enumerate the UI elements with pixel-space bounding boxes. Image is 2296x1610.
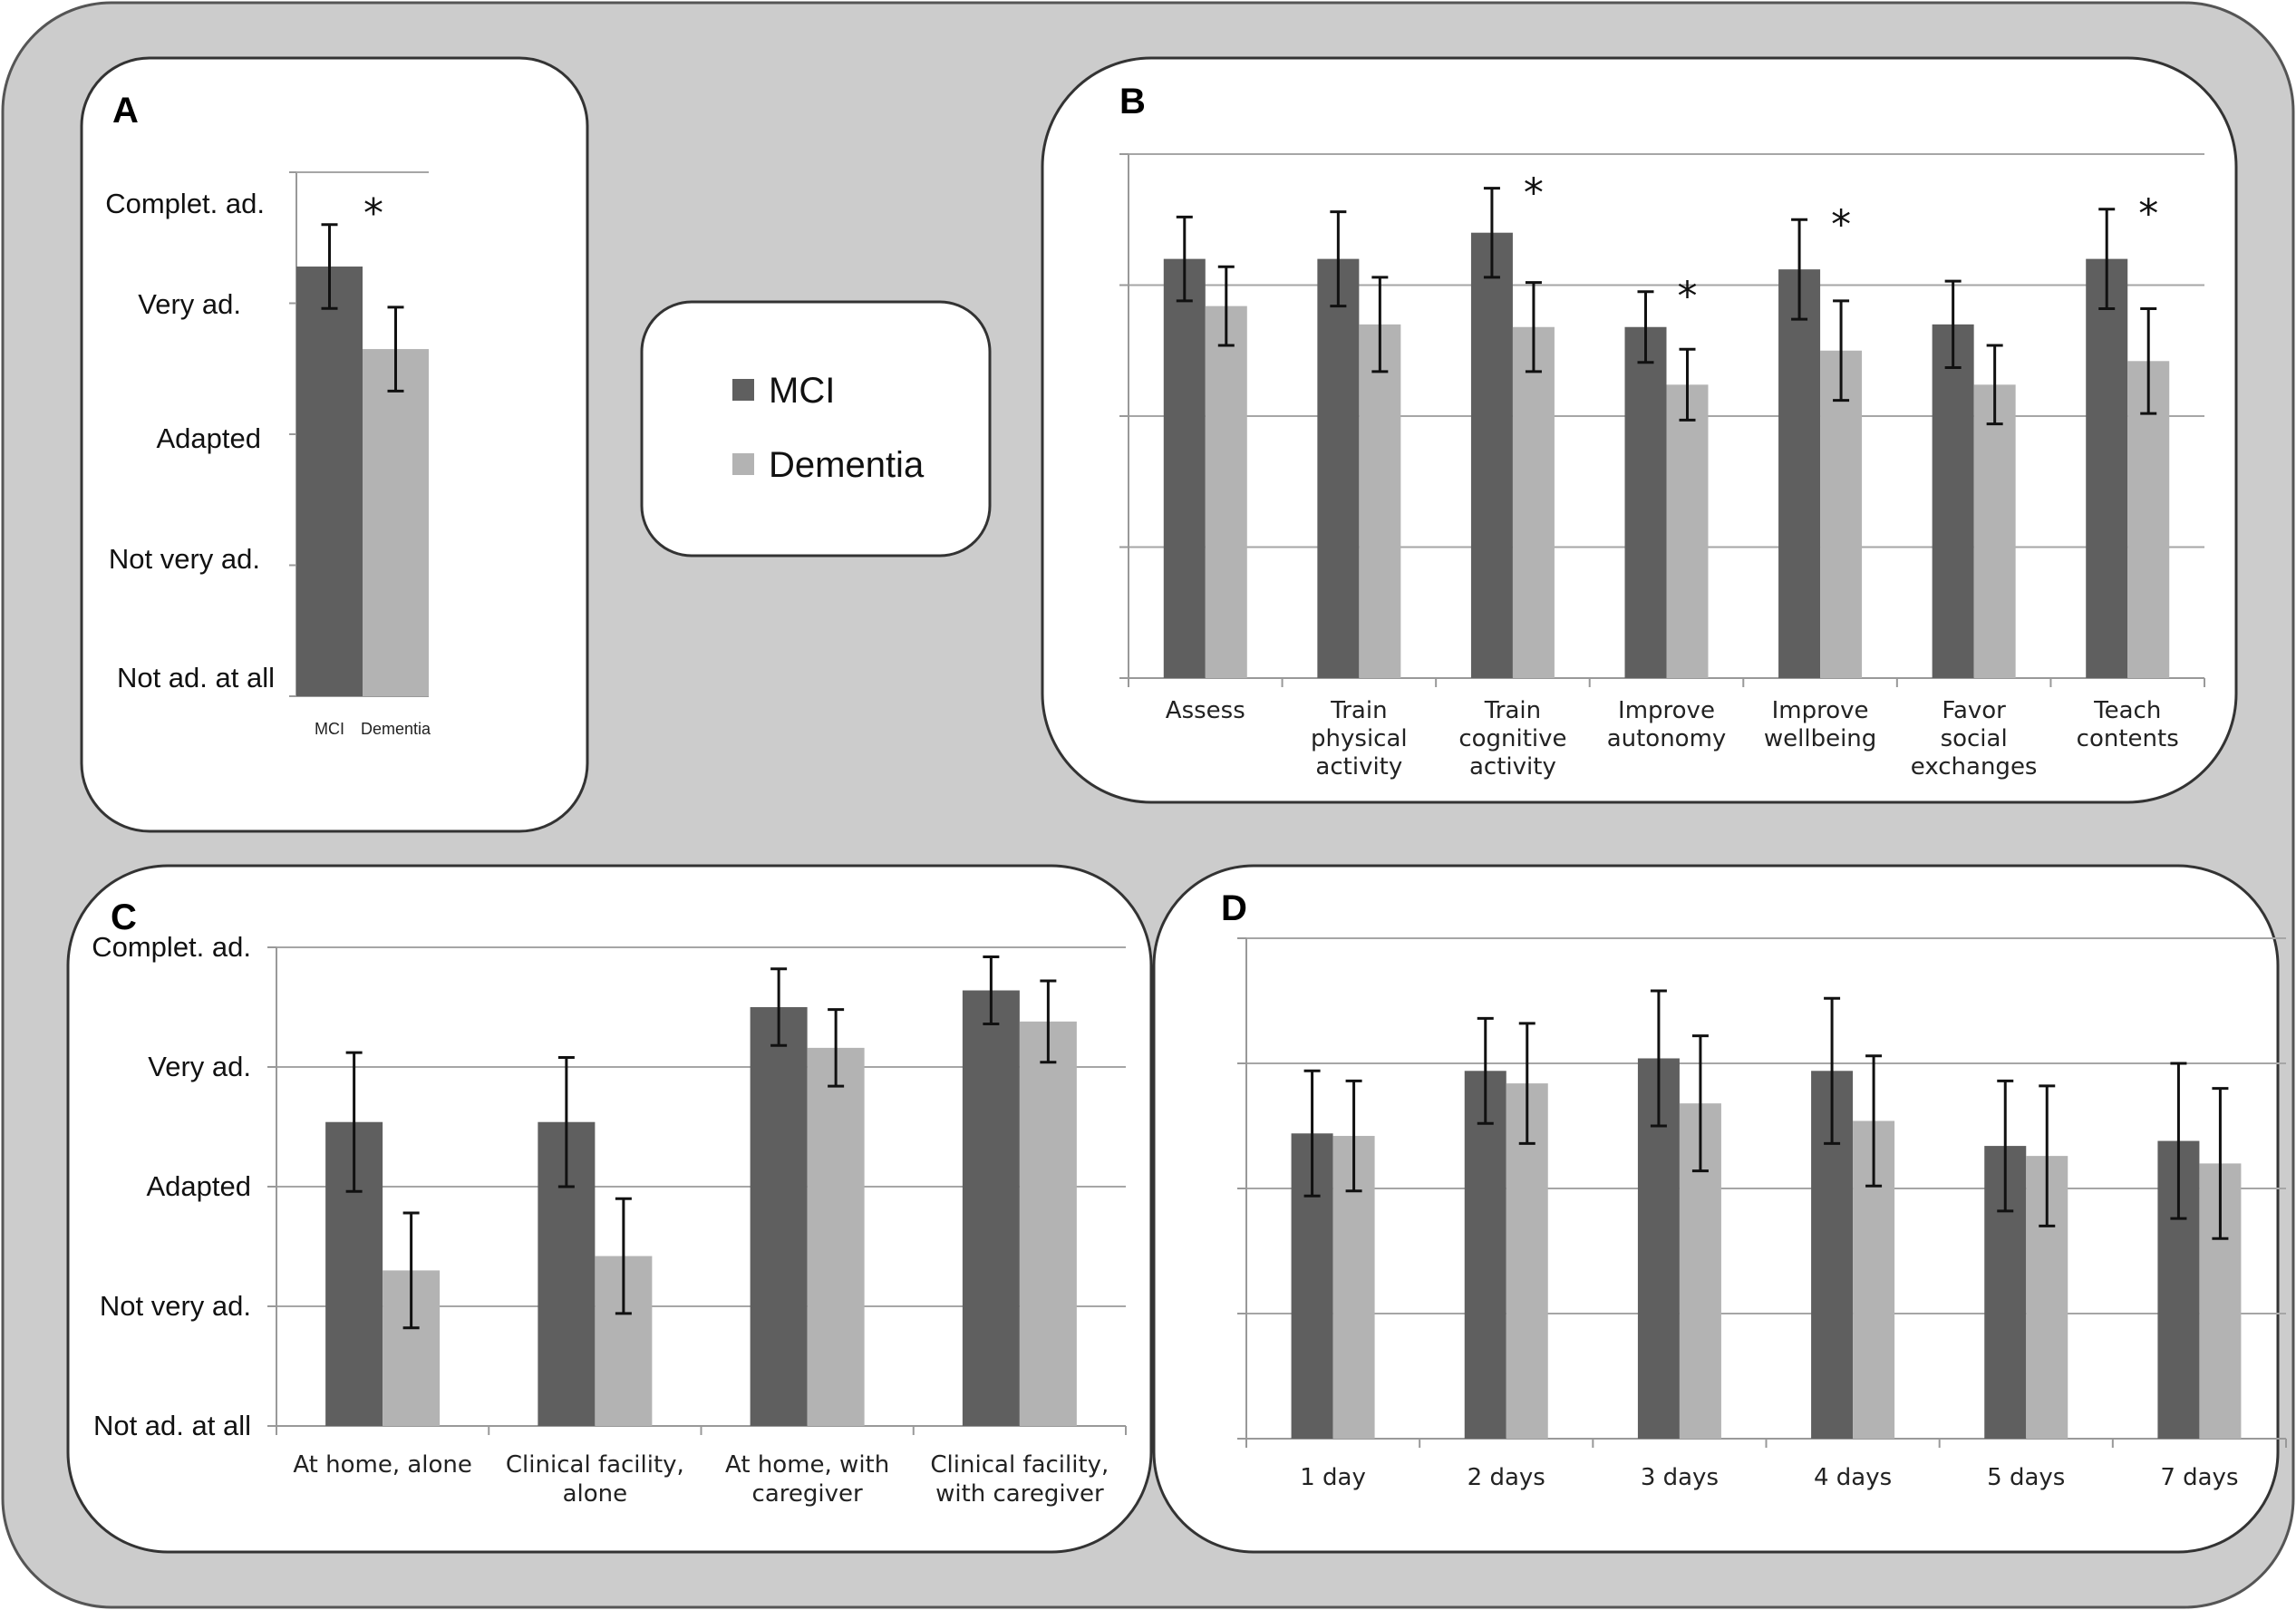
panel-c-plot: Not ad. at all Not very ad. Adapted Very ad… [92, 931, 1127, 1508]
significance-star: * [1831, 201, 1851, 247]
bar-mci-1 [1317, 258, 1360, 678]
bar-mci [296, 267, 363, 696]
x-tick-label: At home, alone [293, 1451, 472, 1479]
significance-star: * [363, 190, 383, 237]
panel-d-letter: D [1221, 888, 1247, 928]
significance-star: * [2138, 191, 2158, 238]
panel-b-plot: Assess Train physical activity * Train cogniti… [1119, 153, 2205, 781]
bar-mci-4 [1778, 269, 1821, 678]
legend-frame [640, 300, 992, 558]
bar-dementia-5 [1973, 384, 2016, 678]
x-tick-label: 2 days [1468, 1464, 1545, 1491]
bar-mci-1 [1464, 1071, 1506, 1439]
x-tick-label: 1 day [1300, 1464, 1366, 1491]
x-tick-label: Clinical facility, alone [506, 1451, 684, 1508]
panel-a-letter: A [112, 91, 139, 131]
x-tick-label: Teach contents [2077, 697, 2179, 752]
y-tick-label: Not ad. at all [93, 1410, 251, 1441]
panel-d: D 1 day 2 days 3 days 4 days 5 days 7 days [1152, 864, 2287, 1554]
panel-b: B Assess Train physical activity * Train cogni… [1041, 56, 2238, 804]
x-tick-label: 7 days [2160, 1464, 2238, 1491]
y-tick-label: Very ad. [148, 1051, 251, 1082]
significance-star: * [1678, 274, 1698, 320]
y-tick-label: Adapted [147, 1170, 252, 1202]
x-tick-label: 5 days [1987, 1464, 2065, 1491]
bar-mci-5 [1932, 324, 1974, 678]
significance-star: * [1524, 170, 1544, 217]
y-tick-label: Very ad. [138, 288, 241, 320]
bar-dementia-1 [1359, 324, 1401, 678]
bar-dementia-3 [1019, 1021, 1077, 1426]
x-tick-label: Improve autonomy [1607, 697, 1727, 752]
bar-mci-3 [962, 990, 1020, 1426]
y-tick-label: Complet. ad. [105, 188, 265, 219]
bar-dementia-4 [1820, 350, 1863, 678]
x-tick-label: Dementia [361, 720, 431, 738]
y-tick-label: Not very ad. [109, 543, 260, 575]
bar-dementia-2 [1512, 326, 1555, 678]
panel-c: C Not ad. at all Not very ad. Adapted Very … [66, 864, 1153, 1554]
legend-panel: MCI Dementia [640, 300, 992, 558]
panel-d-plot: 1 day 2 days 3 days 4 days 5 days 7 days [1237, 937, 2287, 1491]
panel-c-letter: C [111, 897, 137, 937]
x-tick-label: MCI [315, 720, 344, 738]
x-tick-label: 4 days [1814, 1464, 1892, 1491]
x-tick-label: Clinical facility, with caregiver [930, 1451, 1109, 1508]
panel-b-letter: B [1119, 82, 1146, 121]
x-tick-label: Improve wellbeing [1764, 697, 1876, 752]
x-tick-label: Train physical activity [1311, 697, 1408, 781]
bar-mci-3 [1624, 326, 1667, 678]
y-tick-label: Adapted [157, 422, 262, 454]
x-tick-label: Assess [1166, 697, 1245, 724]
bar-dementia-0 [1205, 306, 1247, 678]
bar-mci-2 [750, 1007, 808, 1426]
x-tick-label: At home, with caregiver [725, 1451, 889, 1508]
legend-swatch-dementia [732, 453, 754, 475]
bar-dementia-2 [807, 1047, 865, 1426]
bar-dementia [363, 349, 429, 696]
bar-mci-6 [2086, 258, 2128, 678]
bar-dementia-3 [1666, 384, 1709, 678]
y-tick-label: Not ad. at all [117, 662, 275, 693]
x-tick-label: Train cognitive activity [1458, 697, 1566, 781]
y-tick-label: Not very ad. [100, 1290, 251, 1322]
legend-label-dementia: Dementia [769, 445, 925, 485]
panel-a: A Not ad. at all Not very ad. Adapted Very … [80, 56, 589, 833]
x-tick-label: 3 days [1641, 1464, 1719, 1491]
bar-mci-0 [1163, 258, 1206, 678]
panel-a-plot: Not ad. at all Not very ad. Adapted Very ad… [105, 171, 431, 738]
legend-swatch-mci [732, 379, 754, 401]
bar-mci-2 [1470, 232, 1513, 678]
legend-label-mci: MCI [769, 371, 835, 411]
x-tick-label: Favor social exchanges [1911, 697, 2038, 781]
y-tick-label: Complet. ad. [92, 931, 251, 963]
